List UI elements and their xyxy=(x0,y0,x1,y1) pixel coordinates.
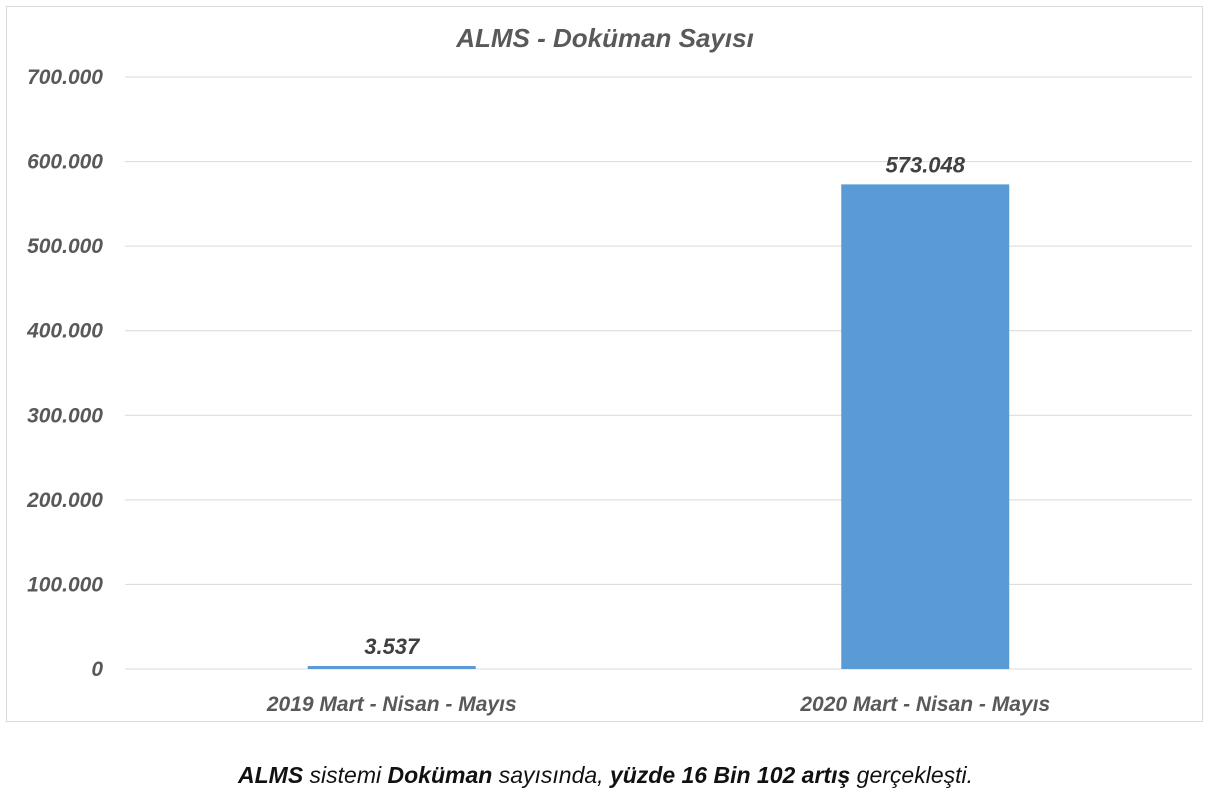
y-tick-label: 200.000 xyxy=(26,489,103,512)
caption-part-4: sayısında, xyxy=(492,762,610,788)
caption-part-3: Doküman xyxy=(387,762,493,788)
gridlines xyxy=(125,76,1192,670)
chart-frame: ALMS - Doküman Sayısı 0 100.000 200.000 300… xyxy=(6,6,1203,722)
y-tick-label: 600.000 xyxy=(27,151,103,174)
bar xyxy=(841,184,1010,670)
x-tick-label: 2019 Mart - Nisan - Mayıs xyxy=(266,693,517,716)
y-tick-label: 300.000 xyxy=(27,404,103,427)
y-tick-label: 100.000 xyxy=(27,573,103,596)
y-tick-label: 500.000 xyxy=(27,235,103,258)
x-tick-label: 2020 Mart - Nisan - Mayıs xyxy=(799,693,1050,716)
caption-part-1: ALMS xyxy=(238,762,304,788)
y-axis-ticks: 0 100.000 200.000 300.000 400.000 500.000 600.… xyxy=(26,66,103,681)
data-label: 3.537 xyxy=(364,634,421,659)
caption-part-6: gerçekleşti. xyxy=(850,762,973,788)
bar xyxy=(307,666,476,669)
data-labels: 3.537 573.048 xyxy=(364,152,966,659)
y-tick-label: 400.000 xyxy=(26,320,103,343)
bars xyxy=(307,184,1010,670)
y-tick-label: 700.000 xyxy=(27,66,103,89)
bar-chart: ALMS - Doküman Sayısı 0 100.000 200.000 300… xyxy=(26,23,1192,716)
data-label: 573.048 xyxy=(885,152,965,177)
x-axis-ticks: 2019 Mart - Nisan - Mayıs 2020 Mart - Nis… xyxy=(266,693,1050,716)
chart-caption: ALMS sistemi Doküman sayısında, yüzde 16… xyxy=(0,762,1211,789)
caption-part-2: sistemi xyxy=(303,762,388,788)
caption-part-5: yüzde 16 Bin 102 artış xyxy=(609,762,851,788)
y-tick-label: 0 xyxy=(91,658,103,681)
chart-title: ALMS - Doküman Sayısı xyxy=(455,23,754,53)
